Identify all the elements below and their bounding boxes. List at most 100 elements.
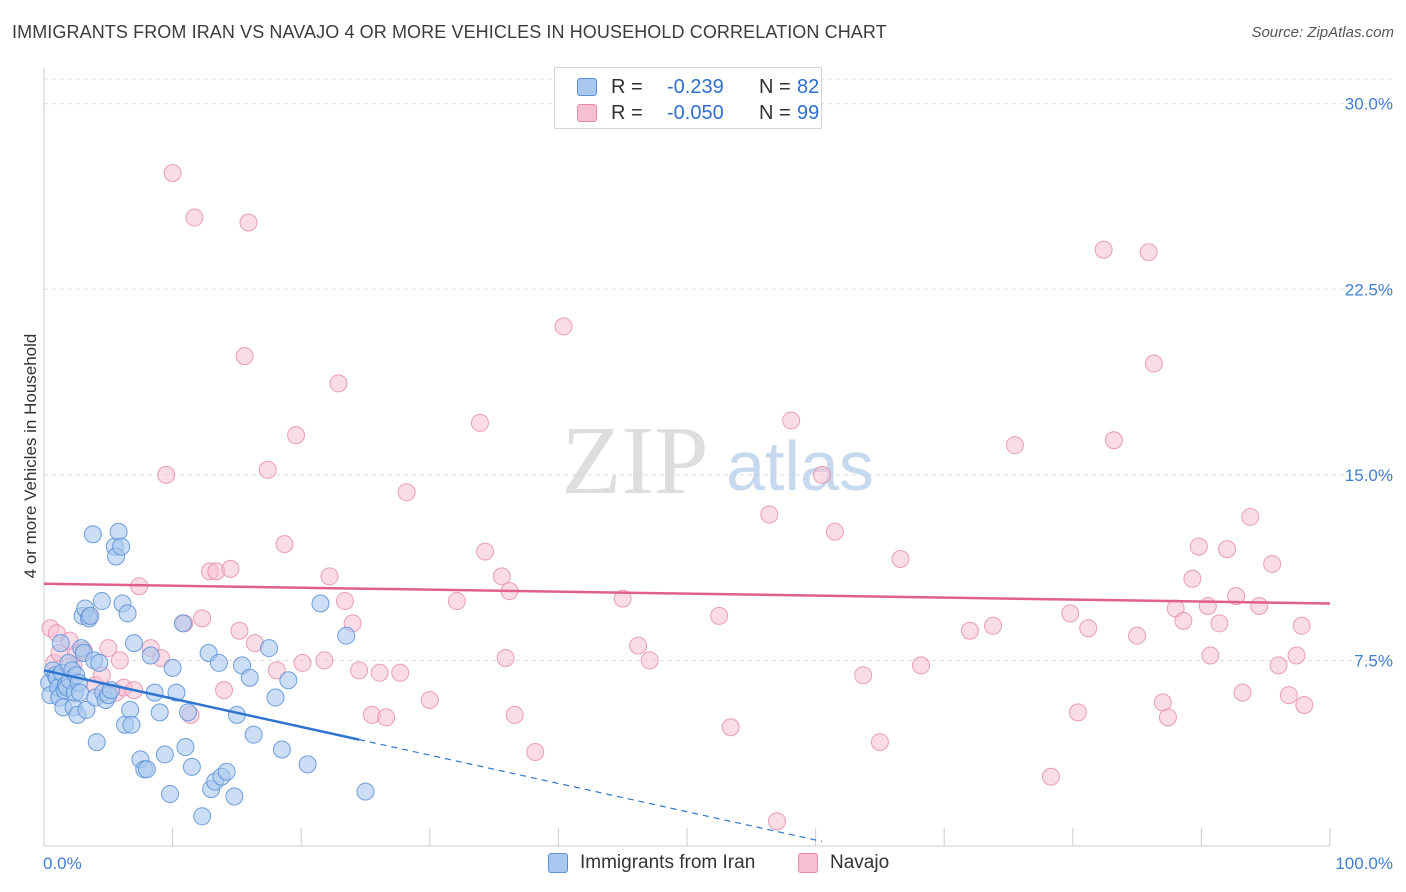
navajo-point	[891, 549, 910, 568]
r-value-navajo: -0.050	[667, 102, 724, 124]
iran-point	[150, 703, 169, 722]
iran-point	[337, 626, 356, 645]
navajo-point	[320, 567, 339, 586]
navajo-point	[1269, 656, 1288, 675]
navajo-point	[629, 636, 648, 655]
navajo-point	[391, 663, 410, 682]
iran-trend-line	[43, 669, 360, 741]
navajo-point	[768, 812, 787, 831]
navajo-point	[1241, 507, 1260, 526]
iran-point	[155, 745, 174, 764]
navajo-point	[1210, 614, 1229, 633]
iran-point	[244, 725, 263, 744]
navajo-point	[1104, 431, 1123, 450]
navajo-point	[258, 460, 277, 479]
iran-point	[83, 525, 102, 544]
navajo-point	[230, 621, 249, 640]
x-tick-label-min: 0.0%	[43, 854, 82, 873]
navajo-point	[163, 164, 182, 183]
navajo-point	[1198, 597, 1217, 616]
navajo-point	[157, 465, 176, 484]
navajo-point	[335, 592, 354, 611]
y-tick-label: 30.0%	[1345, 95, 1393, 114]
iran-point	[109, 522, 128, 541]
navajo-point	[870, 733, 889, 752]
navajo-point	[526, 742, 545, 761]
x-axis	[43, 68, 1331, 847]
iran-point	[81, 606, 100, 625]
navajo-point	[492, 567, 511, 586]
y-tick-label: 7.5%	[1354, 651, 1393, 670]
navajo-point	[1201, 646, 1220, 665]
navajo-point	[496, 648, 515, 667]
iran-point	[298, 755, 317, 774]
navajo-point	[185, 208, 204, 227]
iran-point	[167, 683, 186, 702]
chart-title: IMMIGRANTS FROM IRAN VS NAVAJO 4 OR MORE…	[12, 22, 887, 42]
watermark: ZIP atlas	[562, 407, 874, 515]
navajo-point	[1218, 540, 1237, 559]
navajo-point	[315, 651, 334, 670]
iran-point	[176, 738, 195, 757]
iran-point	[163, 658, 182, 677]
iran-point	[92, 592, 111, 611]
navajo-point	[710, 606, 729, 625]
iran-point	[217, 762, 236, 781]
navajo-point	[1189, 537, 1208, 556]
legend-swatch-navajo	[577, 104, 597, 122]
legend-label-navajo: Navajo	[830, 852, 890, 873]
correlation-legend: R = -0.239 N = 82 R = -0.050 N = 99	[554, 67, 822, 129]
iran-point	[161, 785, 180, 804]
navajo-point	[1068, 703, 1087, 722]
iran-points	[40, 522, 375, 826]
navajo-point	[813, 465, 832, 484]
navajo-point	[377, 708, 396, 727]
navajo-point	[221, 559, 240, 578]
iran-point	[141, 646, 160, 665]
navajo-point	[329, 374, 348, 393]
r-label: R =	[611, 102, 643, 124]
iran-point	[112, 537, 131, 556]
iran-point	[87, 733, 106, 752]
source-label: Source: ZipAtlas.com	[1251, 24, 1394, 41]
navajo-point	[99, 639, 118, 658]
navajo-point	[1128, 626, 1147, 645]
navajo-point	[239, 213, 258, 232]
iran-point	[173, 614, 192, 633]
iran-point	[125, 634, 144, 653]
iran-point	[260, 639, 279, 658]
navajo-point	[825, 522, 844, 541]
iran-point	[118, 604, 137, 623]
navajo-point	[1263, 554, 1282, 573]
r-label: R =	[611, 76, 643, 98]
navajo-point	[293, 653, 312, 672]
navajo-point	[1250, 597, 1269, 616]
navajo-point	[470, 413, 489, 432]
navajo-point	[721, 718, 740, 737]
iran-point	[356, 782, 375, 801]
iran-point	[182, 757, 201, 776]
navajo-point	[912, 656, 931, 675]
navajo-point	[960, 621, 979, 640]
navajo-point	[1144, 354, 1163, 373]
navajo-point	[110, 651, 129, 670]
navajo-point	[1174, 611, 1193, 630]
y-axis-label: 4 or more Vehicles in Household	[21, 334, 40, 579]
navajo-point	[1139, 243, 1158, 262]
navajo-point	[854, 666, 873, 685]
navajo-point	[275, 535, 294, 554]
navajo-point	[760, 505, 779, 524]
navajo-point	[350, 661, 369, 680]
navajo-point	[782, 411, 801, 430]
iran-point	[77, 700, 96, 719]
watermark-atlas: atlas	[726, 427, 874, 505]
navajo-point	[397, 483, 416, 502]
legend-label-iran: Immigrants from Iran	[580, 852, 756, 873]
navajo-point	[1158, 708, 1177, 727]
navajo-trend-line	[43, 582, 1331, 605]
navajo-point	[1227, 587, 1246, 606]
iran-point	[209, 653, 228, 672]
navajo-point	[1279, 686, 1298, 705]
navajo-point	[984, 616, 1003, 635]
iran-point	[71, 683, 90, 702]
